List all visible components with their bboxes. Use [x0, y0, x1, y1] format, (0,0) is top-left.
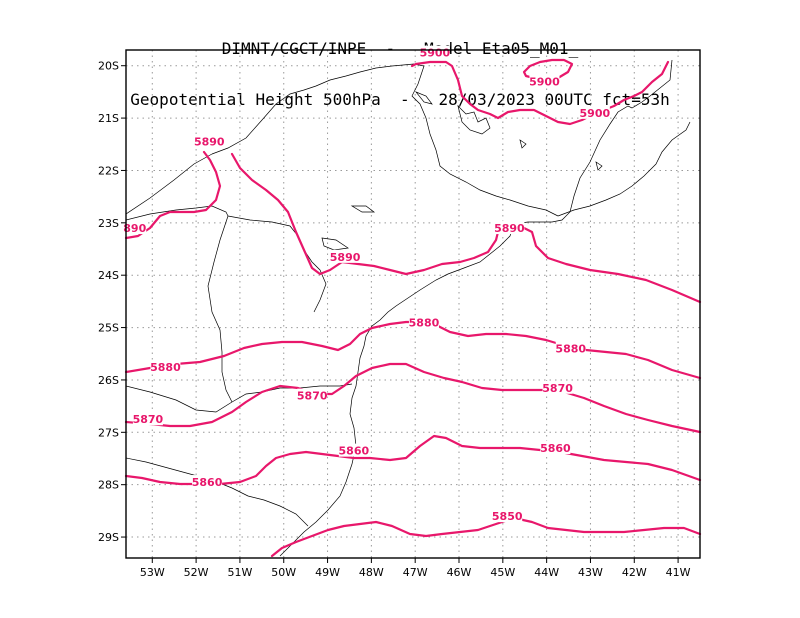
- contour-label-bg: [492, 509, 523, 523]
- lon-tick-label: 43W: [578, 566, 603, 579]
- reservoir-small-1: [350, 205, 376, 213]
- contour-label-bg: [330, 249, 361, 263]
- contour-label-5900: 5900: [529, 75, 560, 88]
- reservoir-small-3: [414, 91, 433, 105]
- contour-label-5890: 890: [123, 222, 146, 235]
- contour-label-5870: 5870: [297, 390, 328, 403]
- lon-tick-label: 52W: [184, 566, 209, 579]
- lat-tick-label: 21S: [98, 112, 119, 125]
- lat-tick-label: 28S: [98, 479, 119, 492]
- contour-label-5880: 5880: [555, 343, 586, 356]
- contour-label-5880: 5880: [150, 361, 181, 374]
- lon-tick-label: 41W: [666, 566, 691, 579]
- contour-label-bg: [555, 341, 586, 355]
- contour-label-bg: [408, 315, 439, 329]
- contour-label-bg: [194, 134, 225, 148]
- contour-label-bg: [123, 221, 147, 235]
- contour-label-bg: [540, 441, 571, 455]
- contour-5860: [124, 434, 702, 486]
- contour-5870: [124, 362, 702, 434]
- contour-label-bg: [542, 380, 573, 394]
- lon-tick-label: 48W: [359, 566, 384, 579]
- contour-label-bg: [494, 221, 525, 235]
- contour-label-5900: 5900: [420, 47, 451, 60]
- lon-tick-label: 51W: [227, 566, 252, 579]
- lat-tick-label: 26S: [98, 374, 119, 387]
- lon-tick-label: 44W: [534, 566, 559, 579]
- contour-label-5890: 5890: [494, 222, 525, 235]
- lon-tick-label: 42W: [622, 566, 647, 579]
- lat-tick-label: 22S: [98, 164, 119, 177]
- state-boundary-mg-rj: [557, 121, 691, 217]
- lat-tick-label: 23S: [98, 217, 119, 230]
- lat-tick-label: 24S: [98, 269, 119, 282]
- contour-5900-a: [410, 60, 670, 126]
- state-boundary-ms-sp: [211, 63, 415, 155]
- contour-label-bg: [132, 412, 163, 426]
- lat-tick-label: 29S: [98, 531, 119, 544]
- contour-label-5870: 5870: [542, 382, 573, 395]
- reservoir-small-4: [519, 139, 527, 149]
- contour-5890-b: [230, 152, 702, 304]
- contour-label-5900: 5900: [580, 107, 611, 120]
- lat-axis: 20S 21S 22S 23S 24S 25S 26S 27S 28S 29S: [98, 60, 126, 544]
- contour-5880: [124, 320, 702, 380]
- contour-label-bg: [419, 45, 450, 59]
- lon-tick-label: 49W: [315, 566, 340, 579]
- contour-label-5850: 5850: [492, 510, 523, 523]
- lat-tick-label: 20S: [98, 60, 119, 73]
- lon-tick-label: 45W: [490, 566, 515, 579]
- contour-label-bg: [338, 443, 369, 457]
- reservoir-small-2: [321, 237, 349, 251]
- lon-tick-label: 53W: [140, 566, 165, 579]
- contour-label-5880: 5880: [409, 316, 440, 329]
- contour-label-bg: [579, 105, 610, 119]
- lon-tick-label: 50W: [271, 566, 296, 579]
- state-boundary-pr-sc: [125, 383, 353, 413]
- contour-label-bg: [150, 359, 181, 373]
- lat-tick-label: 27S: [98, 426, 119, 439]
- contour-label-5860: 5860: [192, 476, 223, 489]
- contour-5890-a: [124, 150, 222, 240]
- reservoir-furnas: [457, 104, 491, 135]
- lon-tick-label: 46W: [447, 566, 472, 579]
- contour-label-5860: 5860: [540, 442, 571, 455]
- country-boundary-north: [125, 153, 213, 215]
- lon-tick-label: 47W: [403, 566, 428, 579]
- contour-label-bg: [192, 475, 223, 489]
- contour-label-layer: 5900 5900 5900 5890 890 5890 5890 5880 5880 5880 5…: [123, 45, 611, 523]
- lon-axis: 53W 52W 51W 50W 49W 48W 47W 46W 45W 44W 43W 42W 41W: [140, 558, 691, 579]
- coastline: [279, 59, 673, 557]
- contour-label-bg: [529, 74, 560, 88]
- lat-tick-label: 25S: [98, 322, 119, 335]
- state-boundary-mg-sp: [411, 63, 559, 217]
- contour-label-5890: 5890: [194, 136, 225, 149]
- contour-label-5860: 5860: [339, 445, 370, 458]
- contour-label-bg: [297, 388, 328, 402]
- contour-lines: [124, 58, 702, 558]
- map-frame: [125, 49, 701, 559]
- contour-label-5870: 5870: [133, 413, 164, 426]
- contour-5850: [270, 516, 702, 558]
- country-boundary-west: [125, 205, 233, 403]
- state-boundary-sc-rs: [125, 457, 309, 527]
- reservoir-small-5: [595, 161, 603, 171]
- contour-label-5890: 5890: [330, 251, 361, 264]
